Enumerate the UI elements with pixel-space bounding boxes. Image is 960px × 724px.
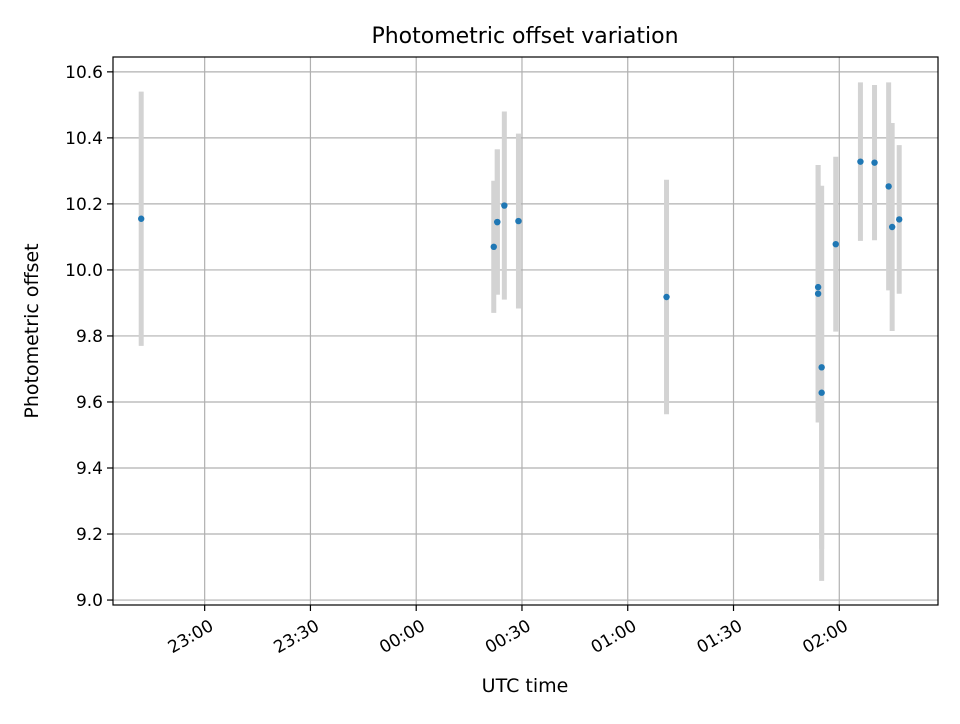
- data-point: [885, 183, 892, 190]
- y-tick-label: 9.2: [76, 525, 103, 545]
- grid-lines: [113, 57, 938, 605]
- data-point: [814, 290, 822, 297]
- data-point: [663, 293, 670, 301]
- data-point: [494, 218, 501, 226]
- y-tick-label: 9.0: [76, 591, 103, 611]
- y-tick-label: 10.6: [65, 63, 103, 83]
- data-points: [138, 158, 903, 396]
- y-tick-label: 9.4: [76, 459, 103, 479]
- y-tick-label: 9.8: [76, 327, 103, 347]
- y-tick-label: 9.6: [76, 393, 103, 413]
- plot-frame: [112, 56, 939, 606]
- y-tick-label: 10.2: [65, 195, 103, 215]
- data-point: [896, 216, 903, 223]
- y-axis-label: Photometric offset: [21, 243, 43, 418]
- data-point: [138, 215, 145, 222]
- y-tick-label: 10.0: [65, 261, 103, 281]
- data-point: [857, 158, 864, 165]
- x-axis-label: UTC time: [482, 675, 569, 697]
- data-point: [871, 159, 878, 166]
- data-point: [818, 389, 825, 396]
- data-point: [490, 243, 497, 251]
- data-point: [832, 240, 839, 248]
- data-point: [501, 202, 508, 209]
- data-point: [818, 364, 825, 371]
- data-point: [814, 283, 822, 291]
- chart-title: Photometric offset variation: [371, 24, 678, 49]
- data-point: [888, 223, 896, 231]
- y-tick-label: 10.4: [65, 129, 103, 149]
- data-point: [515, 217, 522, 225]
